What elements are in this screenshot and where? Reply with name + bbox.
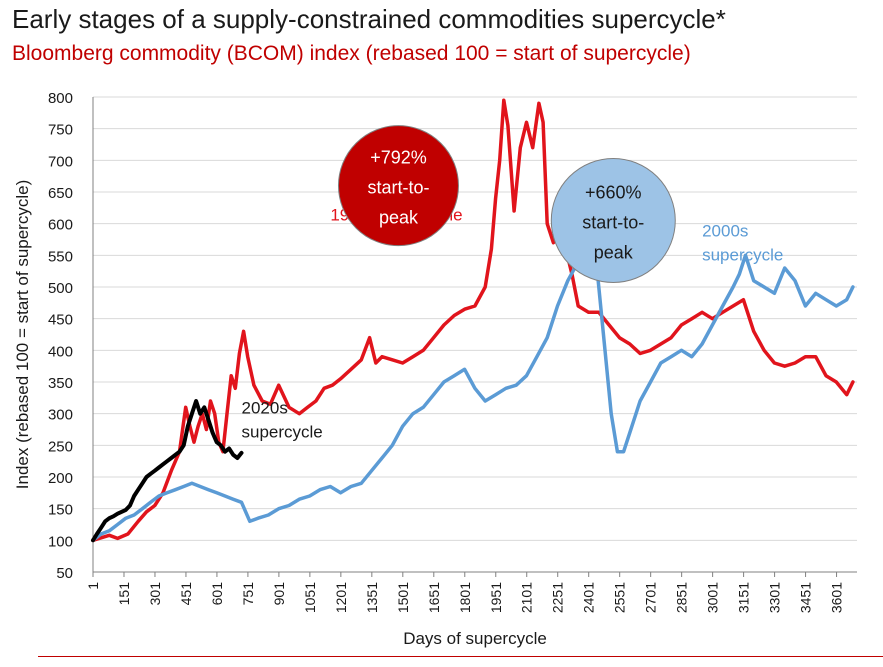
x-tick-label: 1351 xyxy=(364,582,380,613)
x-tick-label: 301 xyxy=(147,582,163,606)
annotation-bubble-text: +660% xyxy=(585,183,642,203)
chart-title: Early stages of a supply-constrained com… xyxy=(12,4,726,34)
x-tick-label: 2101 xyxy=(519,582,535,613)
y-tick-label: 800 xyxy=(48,90,73,107)
x-tick-label: 1951 xyxy=(488,582,504,613)
x-tick-label: 1801 xyxy=(457,582,473,613)
x-tick-label: 1 xyxy=(85,582,101,590)
x-tick-label: 2701 xyxy=(643,582,659,613)
y-axis-label: Index (rebased 100 = start of supercycle… xyxy=(13,180,32,489)
annotation-line: 2000s xyxy=(702,221,748,240)
annotation-bubble-text: peak xyxy=(594,243,634,263)
y-tick-label: 550 xyxy=(48,248,73,265)
x-tick-label: 2851 xyxy=(674,582,690,613)
y-tick-label: 200 xyxy=(48,470,73,487)
bottom-rule xyxy=(38,656,883,657)
y-tick-label: 100 xyxy=(48,533,73,550)
x-axis-label: Days of supercycle xyxy=(403,629,547,648)
annotation-line: supercycle xyxy=(702,245,783,264)
annotations: 1970s supercycle2000ssupercycle2020ssupe… xyxy=(242,125,783,442)
annotation-bubble-text: +792% xyxy=(370,148,427,168)
x-tick-label: 601 xyxy=(209,582,225,606)
x-tick-label: 1201 xyxy=(333,582,349,613)
y-tick-label: 150 xyxy=(48,502,73,519)
x-tick-label: 2401 xyxy=(581,582,597,613)
annotation-line: supercycle xyxy=(242,423,323,442)
annotation-bubble-text: start-to- xyxy=(367,178,429,198)
x-tick-label: 901 xyxy=(271,582,287,606)
x-tick-label: 2551 xyxy=(612,582,628,613)
annotation-label: 2000s supercycle xyxy=(702,221,783,264)
2020s-supercycle-line xyxy=(91,399,244,543)
x-tick-label: 751 xyxy=(240,582,256,606)
2000s-supercycle-line xyxy=(91,183,855,543)
axes xyxy=(92,97,857,573)
annotation-bubble xyxy=(550,158,676,283)
x-tick-label: 451 xyxy=(178,582,194,606)
y-tick-label: 650 xyxy=(48,185,73,202)
annotation-bubble-text: start-to- xyxy=(582,213,644,233)
y-tick-label: 750 xyxy=(48,122,73,139)
x-tick-label: 3001 xyxy=(705,582,721,613)
y-tick-labels: 50 100 150 200 250 300 350 400 450 500 550 600 650 70… xyxy=(48,90,73,582)
annotation-bubble-text: peak xyxy=(379,208,419,228)
x-tick-label: 1651 xyxy=(426,582,442,613)
y-tick-label: 500 xyxy=(48,280,73,297)
1970s-supercycle-line xyxy=(91,98,855,543)
x-tick-label: 2251 xyxy=(550,582,566,613)
x-tick-label: 151 xyxy=(116,582,132,606)
series-lines xyxy=(91,98,855,543)
y-tick-label: 450 xyxy=(48,312,73,329)
gridlines xyxy=(93,96,857,541)
y-tick-label: 350 xyxy=(48,375,73,392)
y-tick-label: 700 xyxy=(48,153,73,170)
x-tick-labels: 1 151 301 451 601 751 901 1051 1201 1351 1501 1651 1… xyxy=(85,572,845,613)
chart-subtitle: Bloomberg commodity (BCOM) index (rebase… xyxy=(12,42,691,65)
x-tick-label: 3451 xyxy=(798,582,814,613)
y-tick-label: 250 xyxy=(48,438,73,455)
annotation-label: 2020s supercycle xyxy=(242,399,323,442)
x-tick-label: 1501 xyxy=(395,582,411,613)
annotation-line: 2020s xyxy=(242,399,288,418)
y-tick-label: 600 xyxy=(48,217,73,234)
x-tick-label: 3601 xyxy=(829,582,845,613)
y-tick-label: 400 xyxy=(48,343,73,360)
y-tick-label: 50 xyxy=(56,565,73,582)
annotation-bubble xyxy=(337,125,459,247)
x-tick-label: 3301 xyxy=(767,582,783,613)
x-tick-label: 1051 xyxy=(302,582,318,613)
x-tick-label: 3151 xyxy=(736,582,752,613)
y-tick-label: 300 xyxy=(48,407,73,424)
